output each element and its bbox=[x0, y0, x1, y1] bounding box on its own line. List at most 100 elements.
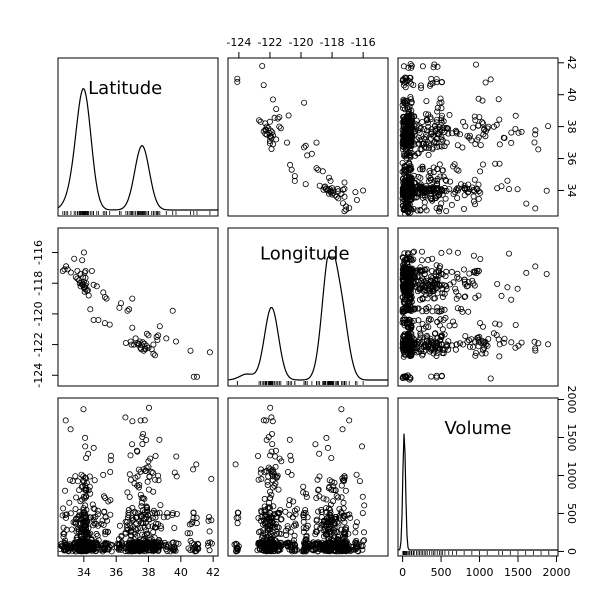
scatter-point bbox=[326, 548, 333, 555]
scatter-point bbox=[322, 183, 329, 190]
scatter-point bbox=[108, 452, 115, 459]
scatter-point bbox=[155, 332, 162, 339]
scatter-point bbox=[403, 190, 410, 197]
scatter-point bbox=[359, 510, 366, 517]
scatter-point bbox=[291, 532, 298, 539]
scatter-point bbox=[431, 279, 438, 286]
scatter-point bbox=[442, 314, 449, 321]
scatter-point bbox=[442, 176, 449, 183]
scatter-point bbox=[257, 118, 264, 125]
y-tick-label-longitude: -118 bbox=[32, 271, 45, 296]
scatter-point bbox=[543, 270, 550, 277]
scatter-point bbox=[402, 282, 409, 289]
y-tick-label-volume: 2000 bbox=[565, 386, 578, 414]
scatter-point bbox=[258, 475, 265, 482]
scatter-point bbox=[266, 137, 273, 144]
scatter-point bbox=[300, 514, 307, 521]
scatter-point bbox=[268, 448, 275, 455]
scatter-point bbox=[63, 511, 70, 518]
scatter-point bbox=[471, 113, 478, 120]
scatter-point bbox=[360, 529, 367, 536]
scatter-point bbox=[190, 373, 197, 380]
scatter-point bbox=[284, 523, 291, 530]
scatter-point bbox=[352, 523, 359, 530]
scatter-point bbox=[326, 505, 333, 512]
scatter-point bbox=[331, 515, 338, 522]
scatter-point bbox=[417, 207, 424, 214]
scatter-point bbox=[302, 142, 309, 149]
scatter-point bbox=[500, 339, 507, 346]
scatter-point bbox=[152, 476, 159, 483]
scatter-point bbox=[413, 268, 420, 275]
scatter-point bbox=[408, 118, 415, 125]
scatter-point bbox=[87, 530, 94, 537]
scatter-point bbox=[101, 493, 108, 500]
scatter-point bbox=[341, 185, 348, 192]
scatter-point bbox=[532, 263, 539, 270]
scatter-point bbox=[428, 267, 435, 274]
scatter-point bbox=[346, 417, 353, 424]
scatter-point bbox=[193, 514, 200, 521]
scatter-point bbox=[427, 289, 434, 296]
scatter-point bbox=[425, 324, 432, 331]
scatter-point bbox=[470, 343, 477, 350]
scatter-point bbox=[443, 286, 450, 293]
scatter-point bbox=[143, 436, 150, 443]
scatter-point bbox=[265, 433, 272, 440]
scatter-longitude-vs-volume bbox=[399, 248, 552, 383]
scatter-point bbox=[264, 478, 271, 485]
scatter-point bbox=[427, 175, 434, 182]
scatter-point bbox=[149, 523, 156, 530]
x-tick-label-longitude: -116 bbox=[351, 36, 376, 49]
scatter-point bbox=[429, 197, 436, 204]
scatter-point bbox=[455, 185, 462, 192]
scatter-point bbox=[359, 543, 366, 550]
scatter-point bbox=[338, 190, 345, 197]
scatter-point bbox=[268, 430, 275, 437]
scatter-point bbox=[101, 320, 108, 327]
scatter-point bbox=[450, 279, 457, 286]
scatter-point bbox=[353, 519, 360, 526]
scatter-point bbox=[158, 525, 165, 532]
scatter-point bbox=[234, 75, 241, 82]
scatter-point bbox=[300, 489, 307, 496]
scatter-point bbox=[329, 498, 336, 505]
scatter-point bbox=[433, 205, 440, 212]
scatter-point bbox=[439, 167, 446, 174]
y-tick-label-latitude: 42 bbox=[565, 56, 578, 70]
scatter-point bbox=[434, 349, 441, 356]
scatter-point bbox=[456, 340, 463, 347]
scatter-point bbox=[427, 283, 434, 290]
scatter-point bbox=[206, 514, 213, 521]
scatter-point bbox=[272, 463, 279, 470]
scatter-point bbox=[440, 350, 447, 357]
scatter-point bbox=[171, 525, 178, 532]
scatter-point bbox=[291, 507, 298, 514]
scatter-point bbox=[437, 336, 444, 343]
scatter-point bbox=[532, 131, 539, 138]
scatter-point bbox=[93, 283, 100, 290]
scatter-point bbox=[441, 187, 448, 194]
scatter-point bbox=[424, 119, 431, 126]
scatter-point bbox=[464, 282, 471, 289]
scatter-point bbox=[408, 256, 415, 263]
scatter-point bbox=[322, 531, 329, 538]
scatter-point bbox=[116, 544, 123, 551]
scatter-point bbox=[425, 144, 432, 151]
scatter-point bbox=[71, 255, 78, 262]
scatter-point bbox=[80, 505, 87, 512]
scatter-point bbox=[91, 477, 98, 484]
scatter-point bbox=[487, 375, 494, 382]
scatter-point bbox=[543, 187, 550, 194]
scatter-point bbox=[318, 509, 325, 516]
scatter-point bbox=[300, 483, 307, 490]
scatter-point bbox=[477, 142, 484, 149]
scatter-point bbox=[63, 526, 70, 533]
x-tick-label-latitude: 40 bbox=[174, 566, 188, 579]
scatter-point bbox=[285, 502, 292, 509]
scatter-point bbox=[339, 426, 346, 433]
scatter-point bbox=[501, 335, 508, 342]
scatter-point bbox=[128, 532, 135, 539]
panel-volume-volume bbox=[397, 397, 559, 557]
scatter-point bbox=[361, 502, 368, 509]
